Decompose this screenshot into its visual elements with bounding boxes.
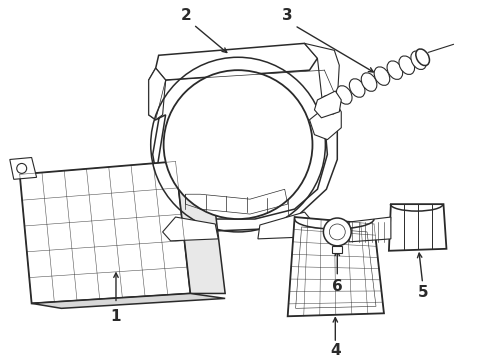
Ellipse shape xyxy=(337,86,352,104)
Ellipse shape xyxy=(399,56,415,75)
Polygon shape xyxy=(175,162,225,293)
Polygon shape xyxy=(20,162,191,303)
Circle shape xyxy=(323,218,351,246)
Polygon shape xyxy=(156,43,318,80)
Polygon shape xyxy=(389,204,446,251)
Ellipse shape xyxy=(349,79,365,97)
Polygon shape xyxy=(310,100,341,140)
Polygon shape xyxy=(258,212,315,239)
Text: 3: 3 xyxy=(282,8,293,23)
Polygon shape xyxy=(32,293,225,309)
Ellipse shape xyxy=(361,73,377,91)
Text: 5: 5 xyxy=(417,285,428,300)
Ellipse shape xyxy=(387,61,403,80)
Ellipse shape xyxy=(321,96,337,114)
Text: 4: 4 xyxy=(330,342,341,357)
Polygon shape xyxy=(305,43,339,120)
Ellipse shape xyxy=(416,49,429,66)
Polygon shape xyxy=(288,217,384,316)
Circle shape xyxy=(164,70,313,219)
Ellipse shape xyxy=(411,51,426,69)
Polygon shape xyxy=(332,246,342,253)
Text: 2: 2 xyxy=(181,8,192,23)
Polygon shape xyxy=(163,217,218,241)
Polygon shape xyxy=(149,68,166,120)
Ellipse shape xyxy=(374,67,390,85)
Polygon shape xyxy=(349,217,391,242)
Text: 6: 6 xyxy=(332,279,343,294)
Polygon shape xyxy=(315,91,341,118)
Polygon shape xyxy=(10,157,37,179)
Text: 1: 1 xyxy=(111,309,121,324)
